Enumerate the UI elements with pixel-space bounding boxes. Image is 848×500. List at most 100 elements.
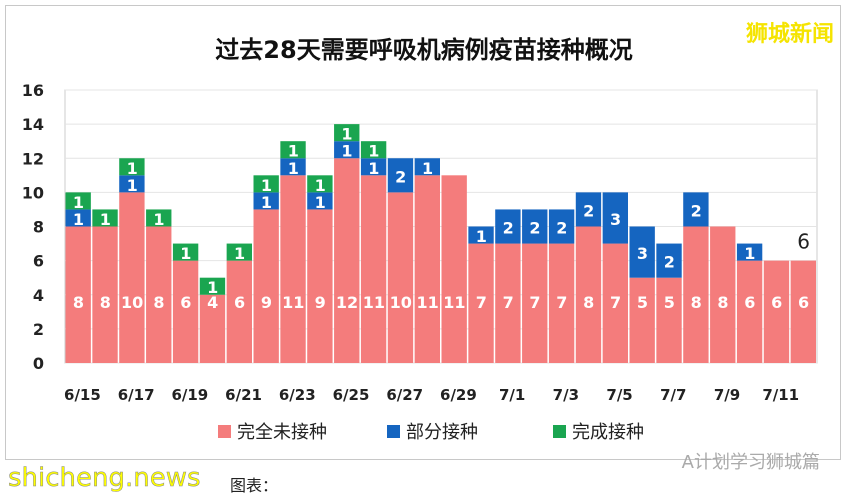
caption: 图表： (230, 476, 279, 495)
data-label: 7 (503, 293, 514, 312)
brand-logo: 狮城新闻 (745, 22, 834, 47)
data-label: 7 (610, 293, 621, 312)
bar-segment (92, 226, 118, 363)
bar-segment (468, 226, 494, 244)
bar-segment (548, 209, 575, 244)
y-tick-label: 8 (33, 218, 44, 237)
data-label: 8 (717, 293, 728, 312)
bar-segment (683, 192, 709, 227)
bar-segment (307, 209, 333, 363)
bar-segment (360, 141, 387, 159)
bar-segment (334, 141, 360, 159)
bar-segment (522, 243, 548, 363)
x-tick-label: 7/11 (762, 386, 799, 404)
data-label: 2 (583, 201, 594, 220)
bar-segment (146, 209, 172, 227)
y-tick-label: 12 (22, 149, 44, 168)
chart-title: 过去28天需要呼吸机病例疫苗接种概况 (215, 36, 633, 64)
data-label: 1 (73, 210, 84, 229)
bar-segment (790, 260, 816, 363)
legend-label: 完成接种 (572, 422, 644, 443)
bar-segment (656, 243, 682, 278)
data-label: 1 (180, 244, 191, 263)
bar-segment (280, 175, 306, 363)
bar-segment (307, 175, 333, 193)
data-label: 1 (288, 142, 299, 161)
bar-segment (65, 192, 91, 210)
data-label: 6 (771, 293, 782, 312)
y-tick-label: 10 (22, 183, 44, 202)
bar-segment (253, 192, 279, 210)
data-label: 7 (529, 293, 540, 312)
bar-segment (495, 209, 521, 244)
bar-segment (360, 175, 387, 363)
data-label: 8 (583, 293, 594, 312)
bar-segment (172, 243, 199, 261)
data-label: 1 (127, 176, 138, 195)
bar-segment (522, 209, 548, 244)
y-tick-label: 0 (33, 354, 44, 373)
x-tick-label: 6/15 (64, 386, 101, 404)
bar-segment (360, 158, 387, 176)
data-label: 11 (443, 293, 465, 312)
data-label: 9 (261, 293, 272, 312)
y-tick-label: 14 (22, 115, 44, 134)
data-label: 2 (691, 201, 702, 220)
bar-segment (441, 175, 467, 363)
x-tick-label: 7/1 (499, 386, 525, 404)
legend-unvaccinated: 完全未接种 (218, 418, 327, 444)
bar-segment (226, 260, 252, 363)
bar-segment (226, 243, 252, 261)
data-label: 1 (368, 159, 379, 178)
y-tick-label: 6 (33, 252, 44, 271)
bar-segment (280, 158, 306, 176)
legend-swatch (387, 424, 400, 438)
data-label: 8 (691, 293, 702, 312)
bar-segment (334, 158, 360, 363)
legend-full: 完成接种 (553, 418, 644, 444)
bar-segment (414, 175, 440, 363)
bar-segment (199, 277, 226, 295)
x-tick-label: 6/21 (225, 386, 262, 404)
data-label: 1 (422, 159, 433, 178)
bar-segment (334, 124, 360, 142)
bar-segment (736, 243, 763, 261)
bar-segment (656, 277, 682, 363)
x-tick-label: 6/29 (440, 386, 477, 404)
data-label: 1 (153, 210, 164, 229)
data-label: 10 (121, 293, 143, 312)
bar-segment (199, 294, 226, 363)
data-label: 1 (368, 142, 379, 161)
data-label: 8 (100, 293, 111, 312)
data-label: 1 (476, 227, 487, 246)
x-tick-label: 6/19 (171, 386, 208, 404)
bar-segment (65, 209, 91, 227)
x-tick-label: 7/9 (714, 386, 740, 404)
data-label: 6 (744, 293, 755, 312)
chart-frame (5, 5, 841, 460)
data-label: 2 (556, 219, 567, 238)
bar-segment (763, 260, 790, 363)
legend-label: 完全未接种 (237, 422, 327, 443)
data-label: 3 (610, 210, 621, 229)
bar-segment (710, 226, 736, 363)
bar-segment (65, 226, 91, 363)
data-label: 3 (637, 244, 648, 263)
bar-segment (172, 260, 199, 363)
bar-segment (307, 192, 333, 210)
data-label: 1 (744, 244, 755, 263)
bar-segment (683, 226, 709, 363)
data-label: 2 (395, 167, 406, 186)
x-tick-label: 6/23 (279, 386, 316, 404)
data-label: 11 (282, 293, 304, 312)
data-label: 11 (416, 293, 438, 312)
data-label: 1 (207, 278, 218, 297)
data-label: 1 (261, 176, 272, 195)
data-label: 1 (315, 193, 326, 212)
data-label: 7 (556, 293, 567, 312)
data-label: 4 (207, 293, 218, 312)
bar-segment (629, 226, 655, 278)
bar-segment (495, 243, 521, 363)
bar-segment (280, 141, 306, 159)
data-label: 6 (180, 293, 191, 312)
